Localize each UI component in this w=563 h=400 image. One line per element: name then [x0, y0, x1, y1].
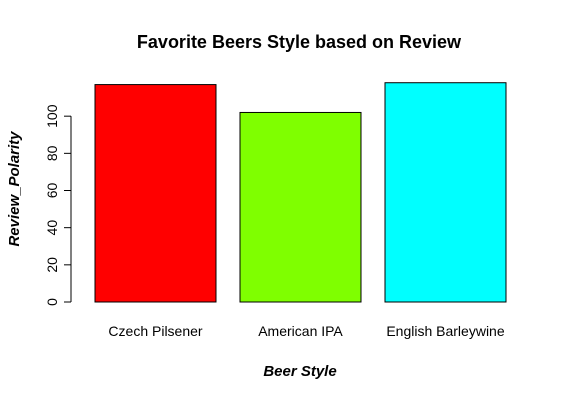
chart-title: Favorite Beers Style based on Review — [137, 32, 462, 52]
y-tick-label: 0 — [44, 298, 60, 306]
y-axis: 0 20 40 60 80 100 — [44, 104, 72, 306]
bar — [384, 82, 507, 303]
x-tick-labels: Czech Pilsener American IPA English Barley… — [108, 323, 504, 339]
x-tick-label: American IPA — [258, 323, 343, 339]
y-tick-label: 100 — [44, 104, 60, 128]
bar — [94, 84, 217, 303]
bar — [239, 111, 362, 303]
x-tick-label: Czech Pilsener — [108, 323, 202, 339]
bars-group — [94, 82, 507, 303]
y-tick-label: 40 — [44, 220, 60, 236]
y-tick-label: 80 — [44, 145, 60, 161]
x-axis-label: Beer Style — [263, 363, 336, 380]
y-tick-label: 20 — [44, 257, 60, 273]
x-tick-label: English Barleywine — [386, 323, 504, 339]
y-tick-label: 60 — [44, 183, 60, 199]
y-axis-label: Review_Polarity — [6, 131, 23, 247]
